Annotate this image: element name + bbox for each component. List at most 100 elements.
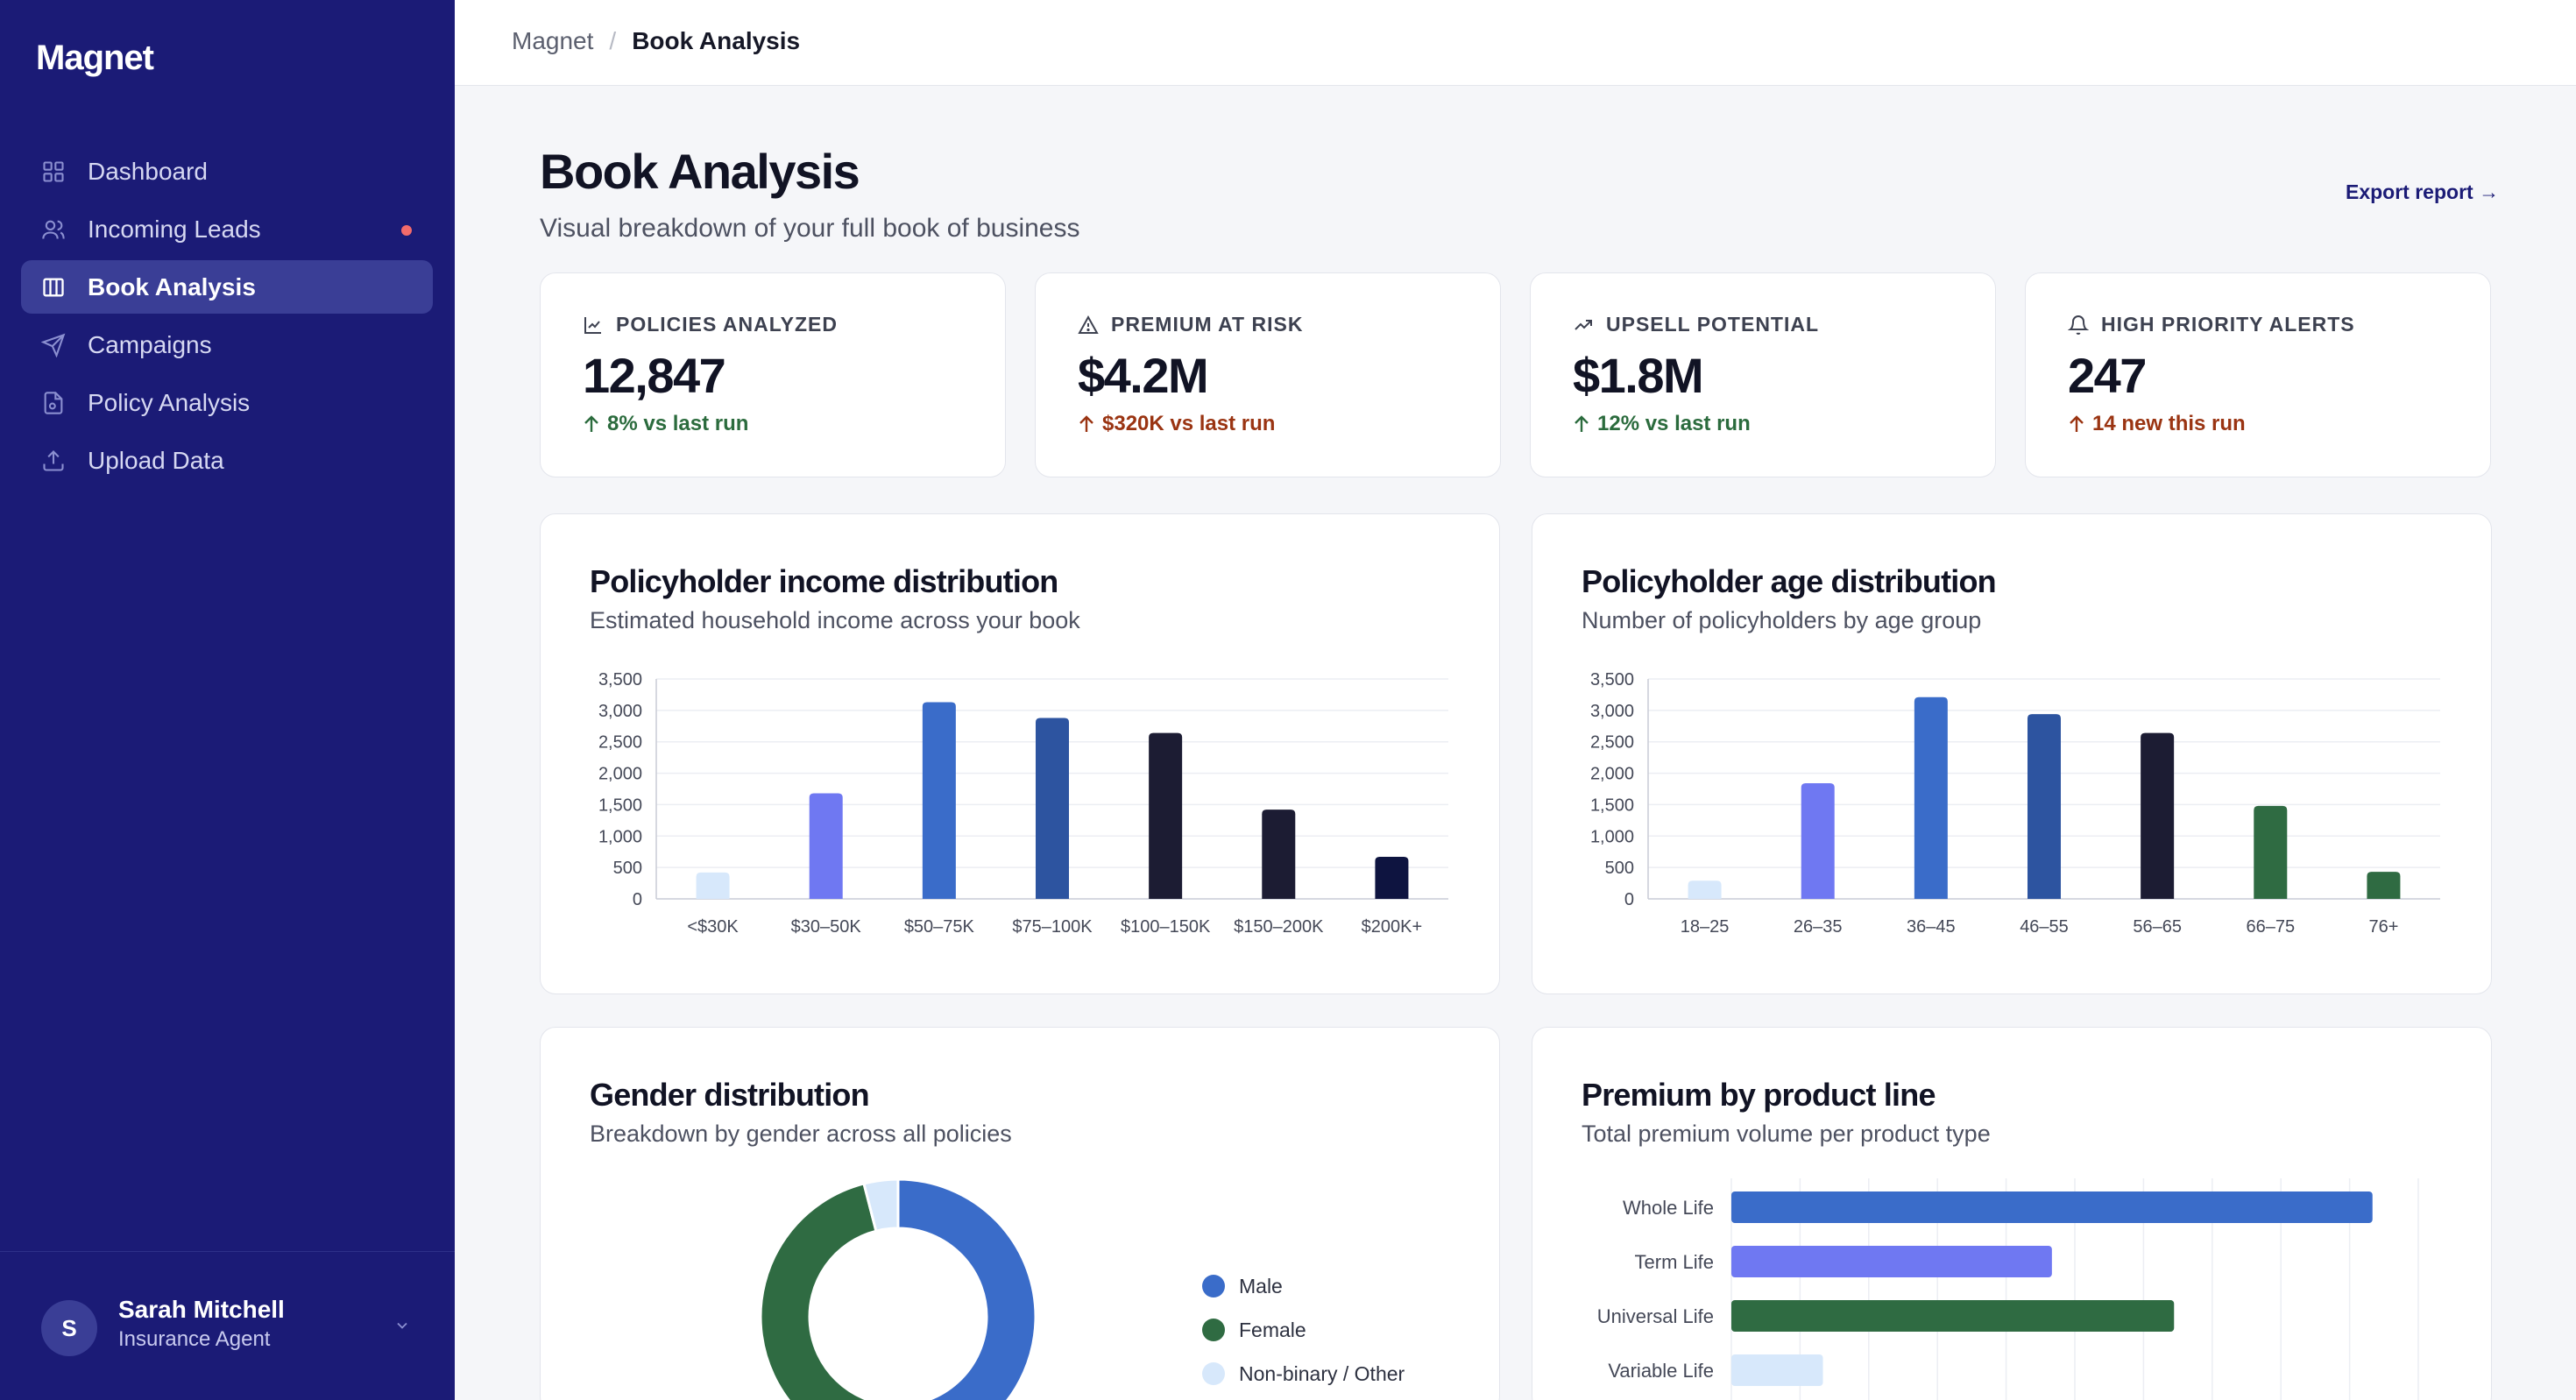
page-title: Book Analysis xyxy=(540,144,860,199)
kpi-card-policies-analyzed: POLICIES ANALYZED 12,847 8% vs last run xyxy=(540,272,1006,477)
y-tick-label: 0 xyxy=(1624,890,1634,909)
user-menu[interactable]: S Sarah Mitchell Insurance Agent xyxy=(0,1251,455,1400)
chart-subtitle: Breakdown by gender across all policies xyxy=(590,1121,1012,1147)
y-tick-label: Variable Life xyxy=(1608,1360,1714,1382)
legend-label: Female xyxy=(1239,1318,1306,1341)
kpi-delta-text: 8% vs last run xyxy=(607,412,749,435)
chevron-down-icon[interactable] xyxy=(393,1317,411,1334)
bar xyxy=(1036,718,1069,899)
x-tick-label: <$30K xyxy=(687,917,739,937)
gender-chart-card: Gender distribution Breakdown by gender … xyxy=(540,1027,1500,1400)
kpi-delta-text: 14 new this run xyxy=(2092,412,2246,435)
app-logo[interactable]: Magnet xyxy=(36,39,154,77)
bell-icon xyxy=(2068,315,2089,335)
breadcrumb-current: Book Analysis xyxy=(632,27,801,54)
users-icon xyxy=(40,216,67,243)
kpi-delta: 14 new this run xyxy=(2068,412,2246,436)
bar xyxy=(1688,880,1722,899)
top-bar: Magnet / Book Analysis xyxy=(455,0,2576,86)
sidebar-item-label: Dashboard xyxy=(88,157,208,185)
legend-item: Non-binary / Other xyxy=(1202,1352,1405,1396)
legend-item: Male xyxy=(1202,1264,1405,1308)
line-chart-icon xyxy=(584,316,601,334)
sidebar-item-label: Campaigns xyxy=(88,330,212,358)
columns-icon xyxy=(40,274,67,301)
sidebar-item-campaigns[interactable]: Campaigns xyxy=(21,318,433,371)
sidebar-item-dashboard[interactable]: Dashboard xyxy=(21,145,433,198)
kpi-label-wrap: PREMIUM AT RISK xyxy=(1078,313,1303,336)
bar xyxy=(1801,783,1835,899)
y-tick-label: 2,000 xyxy=(1590,765,1634,784)
y-tick-label: 2,000 xyxy=(598,765,642,784)
sidebar: Magnet Dashboard Incoming Leads Book Ana… xyxy=(0,0,455,1400)
x-tick-label: 66–75 xyxy=(2246,917,2295,937)
warning-icon xyxy=(1078,315,1099,334)
bar xyxy=(809,793,843,899)
pie-slice xyxy=(862,1177,900,1233)
notification-dot xyxy=(401,225,412,236)
y-tick-label: 1,000 xyxy=(1590,827,1634,846)
bar xyxy=(2367,872,2401,899)
x-tick-label: $100–150K xyxy=(1121,917,1211,937)
legend-swatch xyxy=(1202,1319,1225,1341)
y-tick-label: Whole Life xyxy=(1623,1197,1714,1219)
x-tick-label: 76+ xyxy=(2368,917,2398,937)
bar xyxy=(1731,1246,2052,1277)
kpi-label-wrap: UPSELL POTENTIAL xyxy=(1573,313,1819,336)
kpi-delta-text: $320K vs last run xyxy=(1102,412,1276,435)
legend-swatch xyxy=(1202,1362,1225,1385)
x-tick-label: $75–100K xyxy=(1012,917,1093,937)
kpi-label: UPSELL POTENTIAL xyxy=(1606,313,1820,336)
upload-icon xyxy=(40,448,67,474)
legend-item: Female xyxy=(1202,1308,1405,1352)
gender-donut-chart xyxy=(759,1177,1037,1400)
bar xyxy=(2254,805,2288,899)
kpi-delta: $320K vs last run xyxy=(1078,412,1275,436)
bar xyxy=(1731,1191,2373,1223)
sidebar-item-incoming-leads[interactable]: Incoming Leads xyxy=(21,202,433,256)
kpi-label: HIGH PRIORITY ALERTS xyxy=(2101,313,2355,336)
sidebar-item-label: Book Analysis xyxy=(88,272,256,301)
y-tick-label: 1,500 xyxy=(1590,795,1634,815)
pie-slice xyxy=(759,1182,878,1400)
age-bar-chart: 0 500 1,000 1,500 2,000 2,500 3,000 3,500 18–25 2… xyxy=(1590,670,2440,937)
y-tick-label: 2,500 xyxy=(598,733,642,753)
income-chart-card: Policyholder income distribution Estimat… xyxy=(540,513,1500,994)
sidebar-item-upload-data[interactable]: Upload Data xyxy=(21,434,433,487)
bar xyxy=(922,702,956,899)
grid-icon xyxy=(40,159,67,185)
file-icon xyxy=(40,390,67,416)
arrow-up-icon xyxy=(1079,415,1093,432)
legend-label: Non-binary / Other xyxy=(1239,1361,1405,1385)
bar xyxy=(1914,696,1948,899)
export-report-link[interactable]: Export report → xyxy=(2346,180,2500,203)
x-tick-label: 18–25 xyxy=(1681,917,1730,937)
sidebar-nav: Dashboard Incoming Leads Book Analysis C… xyxy=(21,145,433,491)
sidebar-item-book-analysis[interactable]: Book Analysis xyxy=(21,260,433,314)
age-chart-card: Policyholder age distribution Number of … xyxy=(1532,513,2492,994)
y-tick-label: 3,000 xyxy=(1590,702,1634,721)
bar xyxy=(2141,732,2175,899)
x-tick-label: $50–75K xyxy=(904,917,975,937)
kpi-card-premium-at-risk: PREMIUM AT RISK $4.2M $320K vs last run xyxy=(1035,272,1501,477)
bar xyxy=(696,872,730,899)
bar xyxy=(1149,732,1183,899)
gender-legend: Male Female Non-binary / Other xyxy=(1202,1264,1405,1396)
arrow-up-icon xyxy=(2070,415,2084,432)
bar xyxy=(1731,1354,1823,1386)
sidebar-item-policy-analysis[interactable]: Policy Analysis xyxy=(21,376,433,429)
kpi-label: PREMIUM AT RISK xyxy=(1111,313,1304,336)
kpi-delta: 12% vs last run xyxy=(1573,412,1751,436)
x-tick-label: $30–50K xyxy=(791,917,862,937)
y-tick-label: 2,500 xyxy=(1590,733,1634,753)
y-tick-label: 500 xyxy=(1605,859,1634,878)
arrow-up-icon xyxy=(584,415,598,432)
user-role: Insurance Agent xyxy=(118,1327,271,1351)
y-tick-label: 500 xyxy=(613,859,642,878)
income-bar-chart: 0 500 1,000 1,500 2,000 2,500 3,000 3,500 <$30K $… xyxy=(598,670,1448,937)
pie-slice xyxy=(896,1177,1037,1400)
kpi-label-wrap: POLICIES ANALYZED xyxy=(583,313,838,336)
x-tick-label: $200K+ xyxy=(1362,917,1423,937)
chart-subtitle: Number of policyholders by age group xyxy=(1582,607,1982,633)
breadcrumb-root[interactable]: Magnet xyxy=(512,27,594,54)
